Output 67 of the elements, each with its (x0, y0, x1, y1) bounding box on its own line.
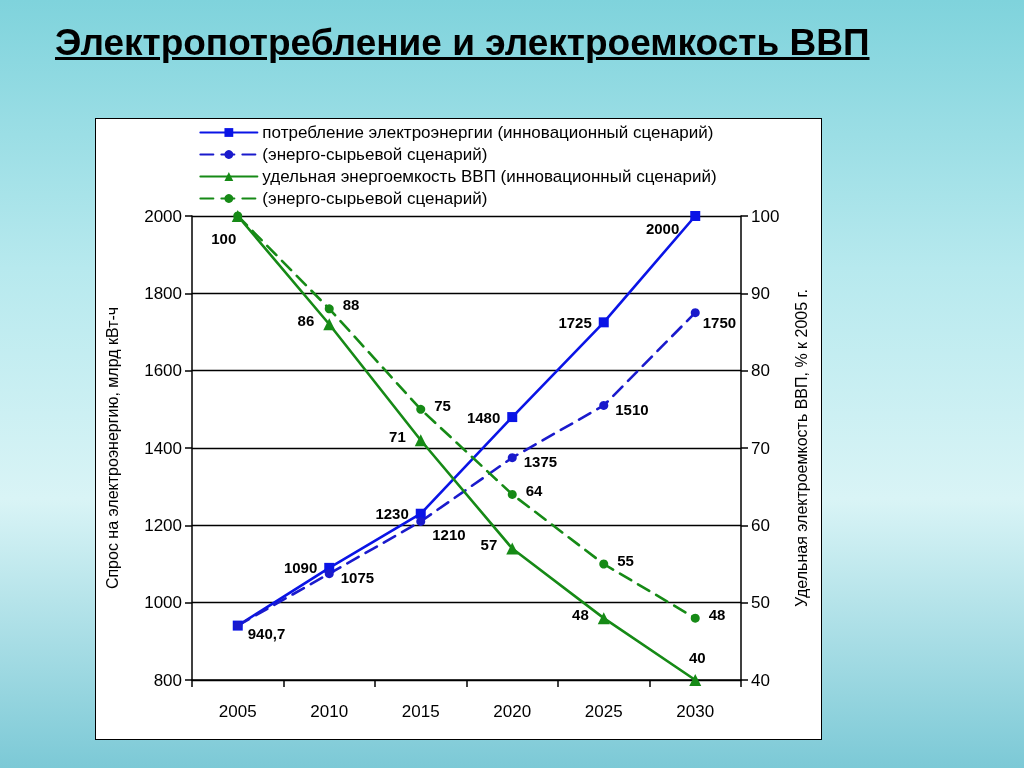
data-label: 2000 (645, 219, 680, 237)
data-label: 64 (525, 481, 544, 499)
y2-tick-label: 70 (751, 438, 770, 458)
point (599, 559, 609, 569)
x-tick-label: 2030 (676, 702, 715, 721)
data-label: 940,7 (247, 625, 286, 643)
data-label: 1510 (615, 400, 649, 418)
data-label: 1090 (283, 559, 318, 577)
data-label: 1210 (432, 525, 466, 543)
y-tick-label: 2000 (144, 206, 182, 226)
data-label: 86 (297, 311, 315, 329)
y-axis-title: Спрос на электроэнергию, млрд кВт-ч (103, 306, 121, 590)
data-label: 88 (342, 296, 360, 314)
data-label: 40 (688, 649, 706, 666)
data-label: 75 (434, 396, 451, 414)
point (690, 613, 700, 623)
point (507, 489, 517, 499)
point (324, 569, 334, 579)
data-label: 48 (572, 605, 589, 623)
y-tick-label: 800 (153, 670, 182, 690)
y2-tick-label: 60 (751, 515, 770, 535)
legend-label: потребление электроэнергии (инновационный сценарий) (262, 123, 714, 142)
data-label: 1480 (466, 408, 501, 426)
point (689, 674, 702, 686)
y2-axis-title: Удельная электроемкость ВВП, % к 2005 г. (792, 289, 810, 607)
point (507, 453, 517, 463)
y2-tick-label: 40 (751, 670, 770, 690)
x-tick-label: 2025 (584, 702, 623, 721)
data-label: 1750 (702, 314, 737, 332)
point (416, 404, 426, 414)
y2-tick-label: 80 (751, 361, 770, 381)
point (414, 434, 427, 447)
point (690, 211, 701, 221)
point (324, 304, 334, 314)
point (506, 542, 519, 555)
y2-tick-label: 90 (751, 283, 770, 303)
y-tick-label: 1600 (144, 361, 182, 381)
data-label: 100 (211, 230, 237, 247)
legend-label: (энерго-сырьевой сценарий) (262, 189, 488, 208)
point (598, 317, 609, 328)
x-tick-label: 2020 (493, 702, 532, 721)
point (507, 412, 518, 423)
y2-tick-label: 50 (751, 593, 770, 613)
data-label: 71 (389, 427, 406, 445)
data-label: 1075 (340, 569, 375, 587)
x-tick-label: 2005 (218, 702, 257, 721)
legend-label: удельная энергоемкость ВВП (инновационный сценарий) (262, 167, 717, 186)
chart-title: Электропотребление и электроемкость ВВП (55, 22, 870, 64)
x-tick-label: 2010 (310, 702, 349, 721)
point (597, 612, 610, 625)
point (599, 400, 609, 410)
y2-tick-label: 100 (751, 206, 780, 226)
point (416, 516, 426, 526)
legend-label: (энерго-сырьевой сценарий) (262, 145, 488, 164)
data-label: 1375 (523, 453, 558, 471)
data-label: 55 (617, 551, 634, 569)
data-label: 57 (480, 536, 498, 554)
y-tick-label: 1200 (144, 515, 182, 535)
data-label: 48 (708, 605, 726, 623)
y-tick-label: 1400 (144, 438, 182, 458)
x-tick-label: 2015 (401, 702, 440, 721)
y-tick-label: 1000 (144, 593, 182, 613)
y-tick-label: 1800 (144, 283, 182, 303)
point (323, 318, 336, 331)
data-label: 1725 (558, 313, 592, 331)
data-label: 1230 (375, 505, 409, 523)
point (690, 308, 700, 318)
